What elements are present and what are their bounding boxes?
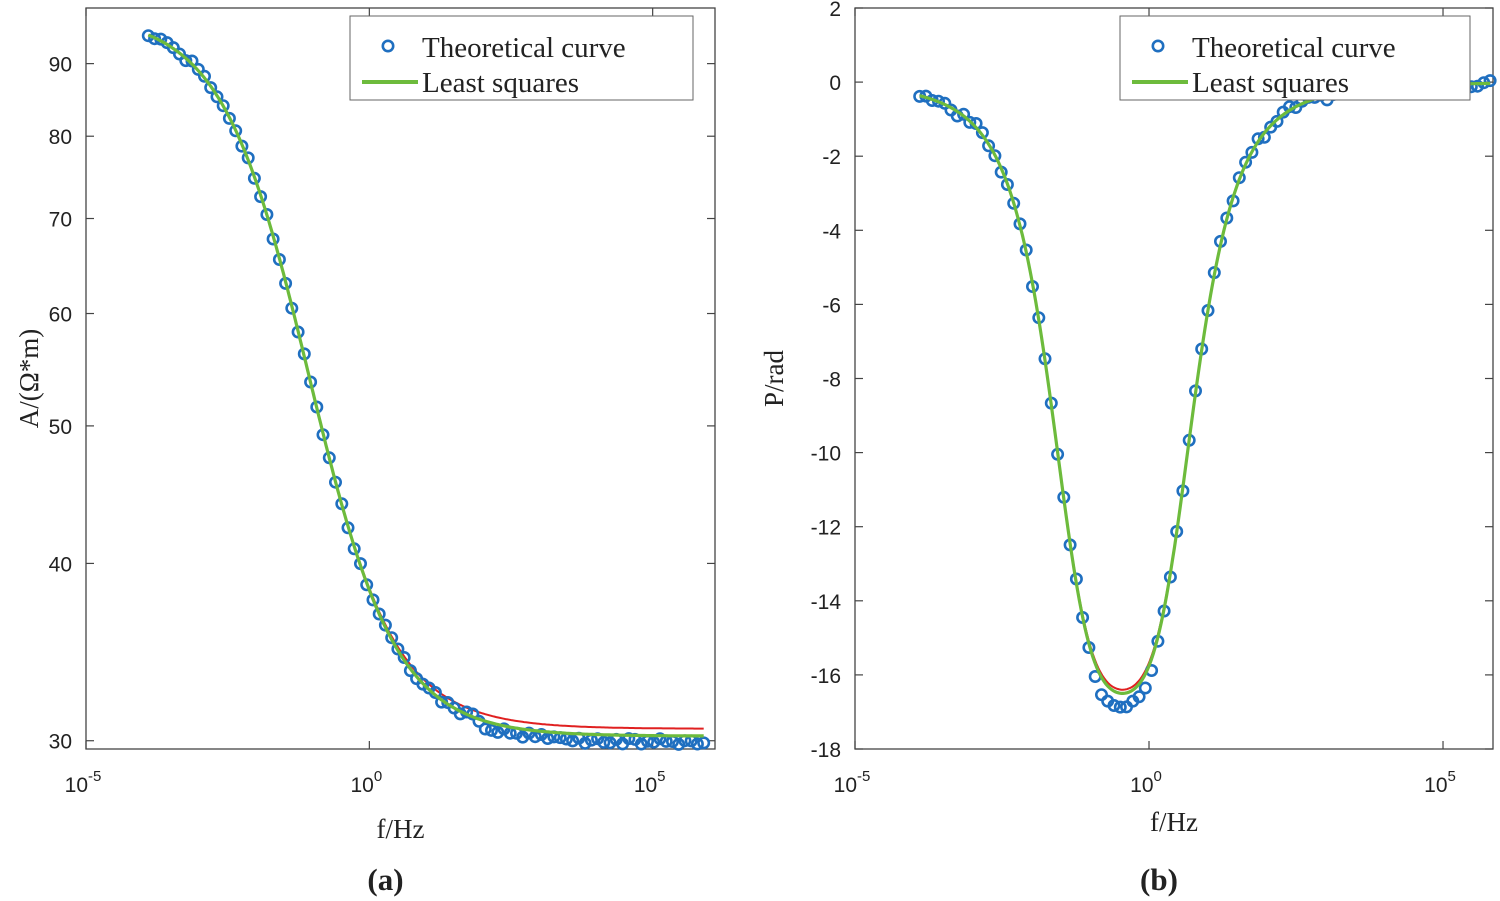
legend-box	[1119, 15, 1471, 101]
legend-label-theoretical: Theoretical curve	[422, 32, 626, 64]
theoretical-point	[653, 732, 667, 746]
theoretical-point	[690, 737, 704, 751]
y-axis-label: A/(Ω*m)	[14, 329, 44, 429]
x-tick-label: 100	[350, 768, 382, 797]
least-squares-line	[147, 33, 704, 738]
panel-label: (b)	[1140, 862, 1178, 897]
theoretical-point	[179, 54, 193, 68]
x-tick-label: 105	[634, 768, 666, 797]
y-tick-label: -8	[822, 369, 841, 392]
plot-area-frame	[85, 7, 716, 750]
y-tick-label: 0	[829, 72, 841, 95]
legend-label-theoretical: Theoretical curve	[1192, 32, 1396, 64]
theoretical-point	[478, 722, 492, 736]
x-axis-label: f/Hz	[1150, 807, 1198, 837]
x-tick-base: 10	[634, 774, 657, 797]
theoretical-point	[403, 664, 417, 678]
legend-marker-theoretical	[381, 39, 395, 53]
theoretical-point	[963, 115, 977, 129]
y-axis-label: P/rad	[759, 350, 789, 407]
y-tick-label: -12	[811, 517, 841, 540]
panel-label: (a)	[367, 862, 403, 897]
x-tick-base: 10	[350, 774, 373, 797]
theoretical-point	[222, 111, 236, 125]
theoretical-point	[216, 99, 230, 113]
theoretical-point	[1138, 681, 1152, 695]
x-axis-label: f/Hz	[377, 814, 425, 844]
plot-area-frame	[854, 7, 1494, 750]
theoretical-point	[1245, 145, 1259, 159]
x-tick-label: 100	[1130, 768, 1162, 797]
y-tick-label: 30	[49, 731, 72, 754]
theoretical-point	[372, 607, 386, 621]
theoretical-point	[597, 735, 611, 749]
theoretical-point	[566, 734, 580, 748]
legend-label-least-squares: Least squares	[422, 67, 579, 99]
theoretical-point	[697, 736, 711, 750]
x-tick-exponent: 0	[374, 768, 382, 785]
y-tick-label: -10	[811, 443, 841, 466]
theoretical-point	[198, 69, 212, 83]
x-tick-base: 10	[1424, 774, 1447, 797]
chart-a: 10-5 100 10530405060708090f/HzA/(Ω*m)(a)Th…	[14, 7, 716, 897]
y-tick-label: -6	[822, 294, 841, 317]
y-tick-label: -2	[822, 146, 841, 169]
theoretical-point	[484, 723, 498, 737]
x-tick-exponent: -5	[857, 768, 870, 785]
y-tick-label: 2	[829, 0, 841, 21]
x-tick-base: 10	[65, 774, 88, 797]
theoretical-point	[982, 139, 996, 153]
x-tick-label: 10-5	[834, 768, 871, 797]
theoretical-point	[1471, 79, 1485, 93]
y-tick-label: -4	[822, 220, 841, 243]
theoretical-point	[204, 81, 218, 95]
legend-box	[349, 15, 694, 101]
y-tick-label: 70	[49, 209, 72, 232]
x-tick-label: 105	[1424, 768, 1456, 797]
theoretical-point	[366, 593, 380, 607]
legend-label-least-squares: Least squares	[1192, 67, 1349, 99]
x-tick-exponent: 5	[1448, 768, 1456, 785]
y-tick-label: 40	[49, 553, 72, 576]
theoretical-point	[578, 736, 592, 750]
theoretical-point	[229, 124, 243, 138]
theoretical-point	[957, 107, 971, 121]
theoretical-point	[1113, 700, 1127, 714]
y-tick-label: -18	[811, 739, 841, 762]
theoretical-point	[1107, 698, 1121, 712]
y-tick-label: -16	[811, 665, 841, 688]
chart-b: 10-5 100 10520-2-4-6-8-10-12-14-16-18f/HzP…	[759, 0, 1497, 897]
x-tick-exponent: -5	[88, 768, 101, 785]
theoretical-point	[1132, 690, 1146, 704]
theoretical-point	[1270, 114, 1284, 128]
x-tick-exponent: 5	[657, 768, 665, 785]
theoretical-point	[1483, 74, 1497, 88]
y-tick-label: 90	[49, 54, 72, 77]
y-tick-label: -14	[811, 591, 842, 614]
x-tick-exponent: 0	[1154, 768, 1162, 785]
legend-marker-theoretical	[1151, 39, 1165, 53]
y-tick-label: 50	[49, 416, 72, 439]
y-tick-label: 60	[49, 304, 72, 327]
y-tick-label: 80	[49, 126, 72, 149]
x-tick-base: 10	[834, 774, 857, 797]
theoretical-point	[1000, 178, 1014, 192]
theoretical-point	[385, 631, 399, 645]
x-tick-label: 10-5	[65, 768, 102, 797]
theoretical-point	[988, 149, 1002, 163]
theoretical-point	[622, 732, 636, 746]
x-tick-base: 10	[1130, 774, 1153, 797]
theoretical-point	[391, 642, 405, 656]
theoretical-point	[634, 737, 648, 751]
theoretical-point	[210, 90, 224, 104]
